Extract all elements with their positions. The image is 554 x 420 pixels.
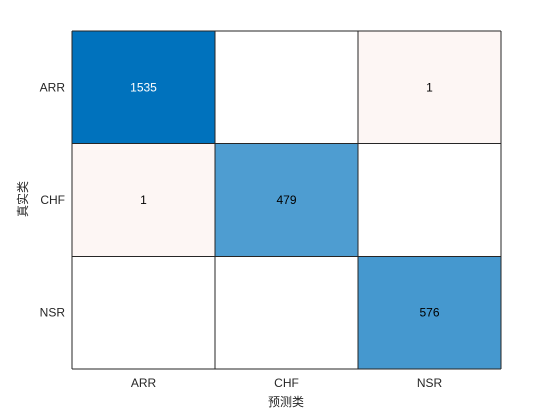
cell-NSR-ARR	[72, 256, 215, 369]
cell-NSR-NSR	[358, 256, 501, 369]
cell-value-ARR-ARR: 1535	[130, 80, 157, 94]
cell-ARR-ARR	[72, 31, 215, 144]
cell-value-CHF-CHF: 479	[276, 193, 296, 207]
y-axis-label: 真实类	[15, 181, 30, 217]
y-tick-label-NSR: NSR	[40, 306, 66, 320]
grid-lines-layer	[71, 30, 502, 370]
cell-CHF-CHF	[215, 143, 358, 257]
cell-CHF-ARR	[72, 143, 215, 257]
x-tick-label-CHF: CHF	[274, 376, 299, 390]
cells-layer	[72, 31, 501, 369]
cell-value-ARR-NSR: 1	[426, 80, 433, 94]
x-tick-labels: ARR CHF NSR	[131, 376, 443, 390]
y-tick-label-CHF: CHF	[40, 193, 65, 207]
y-tick-label-ARR: ARR	[40, 80, 66, 94]
cell-ARR-CHF	[215, 31, 358, 144]
cell-labels-layer: 1535 1 1 479 576	[130, 80, 440, 319]
cell-value-NSR-NSR: 576	[419, 306, 439, 320]
y-tick-labels: ARR CHF NSR	[40, 80, 66, 319]
cell-NSR-CHF	[215, 256, 358, 369]
x-axis-label: 预测类	[268, 395, 304, 409]
cell-CHF-NSR	[358, 143, 501, 257]
x-tick-label-NSR: NSR	[417, 376, 443, 390]
cell-ARR-NSR	[358, 31, 501, 144]
cell-value-CHF-ARR: 1	[140, 193, 147, 207]
x-tick-label-ARR: ARR	[131, 376, 157, 390]
